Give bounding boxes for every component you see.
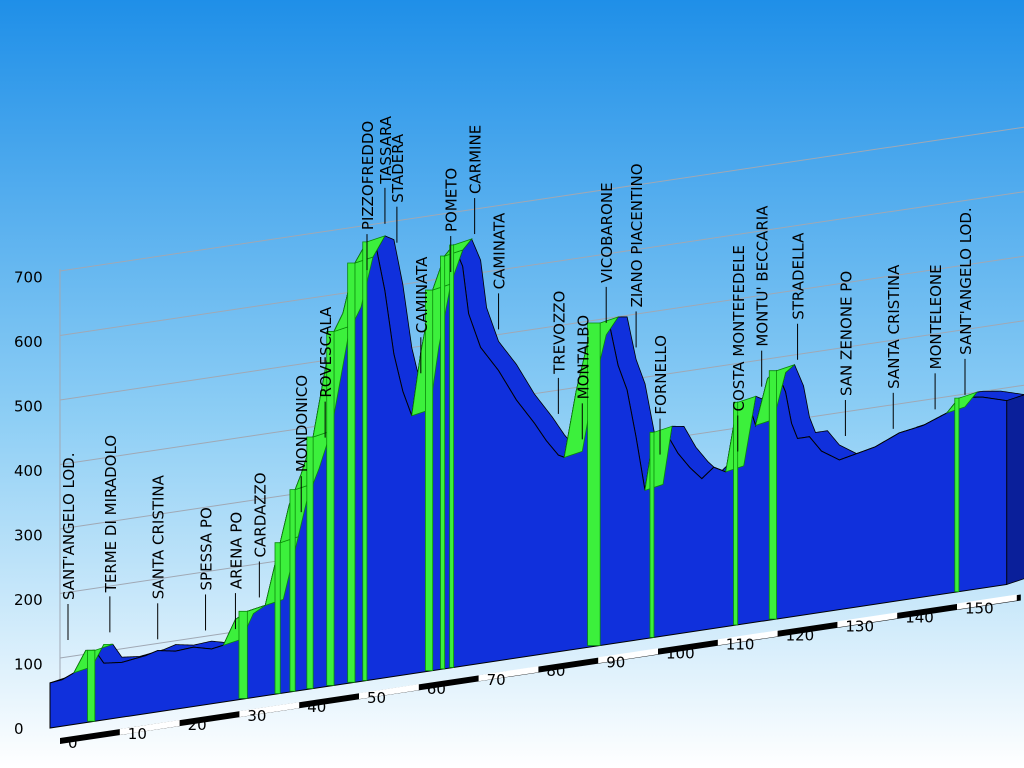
climb-front-strip <box>274 542 281 694</box>
y-tick-label: 500 <box>14 398 43 416</box>
x-axis-band-segment <box>957 594 1017 610</box>
y-axis: 0 100 200 300 400 500 600 700 <box>14 269 43 739</box>
place-label: PIZZOFREDDO <box>359 121 377 230</box>
place-label: MONDONICO <box>293 375 311 472</box>
x-tick-label: 110 <box>726 635 755 653</box>
climb-front-strip <box>362 241 368 681</box>
y-tick-label: 400 <box>14 462 43 480</box>
place-labels: SANT'ANGELO LOD. TERME DI MIRADOLO SANTA C… <box>60 115 975 640</box>
place-label: FORNELLO <box>652 335 670 415</box>
x-tick-label: 80 <box>546 662 565 680</box>
x-axis-band-segment <box>837 612 898 628</box>
grid-line <box>59 191 1024 336</box>
place-label: SANTA CRISTINA <box>885 264 903 389</box>
place-label: VICOBARONE <box>598 182 616 282</box>
place-label: TERME DI MIRADOLO <box>102 435 120 593</box>
y-tick-label: 700 <box>14 269 43 287</box>
place-label: CAMINATA <box>413 256 431 333</box>
x-tick-label: 150 <box>965 599 994 617</box>
x-axis-band-segment <box>717 630 778 646</box>
climb-front-strip <box>326 331 335 686</box>
place-label: MONTALBO <box>574 315 592 399</box>
place-label: MONTU' BECCARIA <box>754 205 772 347</box>
place-label: TASSARA <box>377 115 395 185</box>
x-tick-label: 50 <box>367 689 386 707</box>
place-label: MONTELEONE <box>927 264 945 369</box>
x-axis-band-segment <box>598 648 658 664</box>
place-label: ARENA PO <box>227 512 245 589</box>
x-tick-label: 20 <box>188 716 207 734</box>
x-tick-label: 70 <box>487 671 506 689</box>
climb-front-strip <box>306 436 314 689</box>
climb-front-strip <box>954 397 960 593</box>
place-label: STADERA <box>389 133 407 203</box>
climb-front-strip <box>768 370 777 620</box>
profile-layer <box>49 235 1024 729</box>
x-axis-band-segment <box>119 720 180 736</box>
climb-front-strip <box>238 610 248 699</box>
place-label: SAN ZENONE PO <box>837 271 855 396</box>
grid-line <box>59 255 1024 401</box>
place-label: SANT'ANGELO LOD. <box>957 207 975 355</box>
y-tick-label: 600 <box>14 333 43 351</box>
x-tick-label: 90 <box>606 653 625 671</box>
x-tick-label: 130 <box>845 617 874 635</box>
x-tick-label: 120 <box>786 626 815 644</box>
profile-front-face <box>49 241 1008 729</box>
x-tick-label: 60 <box>427 680 446 698</box>
x-axis-band-segment <box>478 666 539 682</box>
place-label: CARMINE <box>467 125 485 194</box>
place-label: POMETO <box>443 168 461 232</box>
x-axis: 0 10 20 30 40 50 60 70 80 90 100 110 120 130 140 150 <box>68 599 994 752</box>
x-axis-band-segment <box>359 684 419 700</box>
x-tick-label: 40 <box>307 698 326 716</box>
climb-front-strip <box>347 262 356 683</box>
place-label: SPESSA PO <box>198 507 216 590</box>
x-tick-label: 0 <box>68 734 78 752</box>
climb-front-strip <box>587 322 601 646</box>
x-tick-label: 30 <box>247 707 266 725</box>
y-tick-label: 100 <box>14 656 43 674</box>
place-label: TREVOZZO <box>550 291 568 375</box>
y-tick-label: 200 <box>14 591 43 609</box>
climb-front-strip <box>440 255 446 670</box>
climb-front-strip <box>733 401 739 626</box>
x-axis-band-segment <box>239 702 300 718</box>
place-label: STRADELLA <box>790 232 808 320</box>
x-tick-label: 140 <box>905 608 934 626</box>
y-tick-label: 300 <box>14 527 43 545</box>
x-tick-label: 100 <box>666 644 695 662</box>
place-label: SANTA CRISTINA <box>150 474 168 599</box>
place-label: CAMINATA <box>491 212 509 289</box>
climb-front-strip <box>449 244 455 668</box>
place-label: SANT'ANGELO LOD. <box>60 453 78 601</box>
climb-front-strip <box>289 489 296 692</box>
y-tick-label: 0 <box>14 720 24 738</box>
climb-front-strip <box>87 649 96 722</box>
place-label: ZIANO PIACENTINO <box>628 163 646 307</box>
climb-front-strip <box>424 289 434 671</box>
profile-end-cap <box>1006 394 1024 586</box>
place-label: ROVESCALA <box>317 306 335 398</box>
grid-line <box>59 320 1024 465</box>
place-label: COSTA MONTEFEDELE <box>730 245 748 411</box>
x-axis-band <box>60 594 1021 744</box>
x-tick-label: 10 <box>128 725 147 743</box>
place-label: CARDAZZO <box>251 472 269 557</box>
x-axis-band <box>60 594 1021 744</box>
grid-line <box>59 126 1024 272</box>
climb-front-strip <box>649 431 655 638</box>
